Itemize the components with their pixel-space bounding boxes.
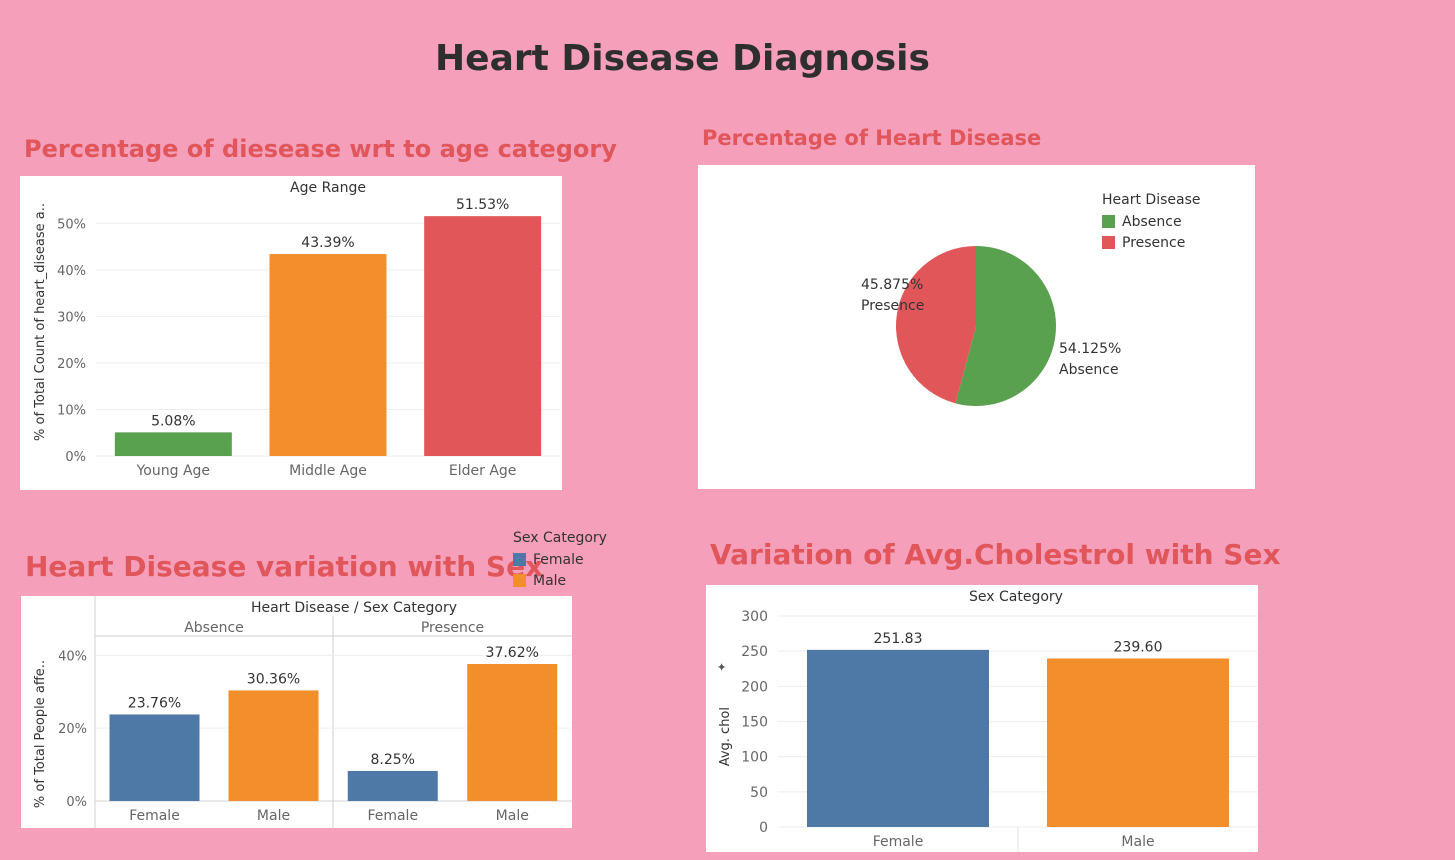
age-y-tick-label: 20%	[57, 357, 86, 372]
chol-x-tick-label: Female	[873, 834, 924, 850]
age-x-tick-label: Middle Age	[289, 463, 367, 479]
age-x-tick-label: Elder Age	[449, 463, 517, 479]
age-bar	[424, 216, 542, 456]
chol-y-tick-label: 250	[741, 644, 768, 660]
chol-bar	[807, 649, 989, 827]
age-section-title: Percentage of diesease wrt to age catego…	[24, 135, 617, 163]
sex-section-title: Heart Disease variation with Sex	[25, 550, 544, 583]
sex-chart-header: Heart Disease / Sex Category	[251, 600, 457, 616]
age-bar-chart: Age Range % of Total Count of heart_dise…	[33, 180, 560, 479]
age-chart-header: Age Range	[290, 180, 366, 196]
sex-bar-chart: Heart Disease / Sex Category % of Total …	[33, 596, 572, 828]
age-y-tick-label: 10%	[57, 403, 86, 418]
sex-x-tick-label: Male	[496, 808, 529, 824]
sex-x-tick-label: Female	[367, 808, 418, 824]
sex-group-header: Presence	[421, 620, 484, 636]
sex-bar	[228, 690, 319, 801]
sex-x-tick-label: Female	[129, 808, 180, 824]
sex-y-tick-label: 20%	[58, 722, 87, 737]
heart-disease-legend-title: Heart Disease	[1102, 192, 1201, 208]
dashboard-title: Heart Disease Diagnosis	[435, 38, 930, 79]
chol-chart-panel: Sex Category Avg. chol ✦ 0 50 100 150 200 250…	[706, 585, 1258, 852]
legend-item-male[interactable]: Male	[513, 570, 607, 591]
legend-label-female: Female	[533, 551, 584, 568]
legend-label-male: Male	[533, 572, 567, 589]
chol-y-tick-label: 0	[759, 820, 768, 836]
pin-icon[interactable]: ✦	[715, 662, 729, 672]
pie-percent-label: 54.125%	[1059, 341, 1121, 357]
age-data-label: 5.08%	[151, 413, 195, 429]
chol-y-tick-label: 100	[741, 750, 768, 766]
chol-data-label: 239.60	[1114, 639, 1163, 655]
sex-category-legend: Sex Category Female Male	[513, 530, 607, 591]
legend-swatch-male	[513, 574, 526, 587]
chol-section-title: Variation of Avg.Cholestrol with Sex	[710, 538, 1281, 571]
pie-percent-label: 45.875%	[861, 277, 923, 293]
age-x-tick-label: Young Age	[136, 463, 210, 479]
age-data-label: 51.53%	[456, 197, 509, 213]
sex-category-legend-title: Sex Category	[513, 530, 607, 546]
chol-bar-chart: Sex Category Avg. chol ✦ 0 50 100 150 200 250…	[715, 589, 1258, 852]
chol-bar	[1047, 658, 1229, 827]
sex-x-tick-label: Male	[257, 808, 290, 824]
sex-chart-panel: Heart Disease / Sex Category % of Total …	[21, 596, 572, 828]
chol-chart-header: Sex Category	[969, 589, 1063, 605]
age-data-label: 43.39%	[301, 235, 354, 251]
sex-bar	[347, 770, 438, 801]
pie-section-title: Percentage of Heart Disease	[702, 126, 1042, 150]
age-y-tick-label: 50%	[57, 217, 86, 232]
legend-swatch-female	[513, 553, 526, 566]
chol-y-tick-label: 300	[741, 609, 768, 625]
pie-slice	[896, 246, 976, 404]
sex-data-label: 8.25%	[371, 752, 415, 768]
pie-chart-panel: 54.125% Absence 45.875% Presence	[698, 165, 1255, 489]
sex-y-axis-label: % of Total People affe..	[33, 660, 48, 808]
legend-item-female[interactable]: Female	[513, 549, 607, 570]
legend-swatch-presence	[1102, 236, 1115, 249]
heart-disease-legend: Heart Disease Absence Presence	[1102, 192, 1200, 253]
sex-group-header: Absence	[184, 620, 244, 636]
chol-data-label: 251.83	[874, 631, 923, 647]
legend-label-presence: Presence	[1122, 234, 1186, 251]
legend-item-absence[interactable]: Absence	[1102, 211, 1200, 232]
age-bar	[269, 254, 387, 456]
age-chart-panel: Age Range % of Total Count of heart_dise…	[20, 176, 562, 490]
chol-y-tick-label: 150	[741, 715, 768, 731]
pie-name-label: Absence	[1059, 362, 1119, 378]
pie-slice	[955, 246, 1056, 406]
sex-data-label: 30.36%	[247, 671, 300, 687]
pie-chart: 54.125% Absence 45.875% Presence	[861, 246, 1121, 406]
sex-y-tick-label: 0%	[66, 795, 87, 810]
age-y-tick-label: 40%	[57, 264, 86, 279]
age-y-axis-label: % of Total Count of heart_disease a..	[33, 203, 48, 441]
sex-bar	[109, 714, 200, 801]
age-y-tick-label: 30%	[57, 310, 86, 325]
sex-y-tick-label: 40%	[58, 649, 87, 664]
sex-bar	[467, 664, 558, 801]
chol-y-axis-label: Avg. chol	[718, 707, 733, 766]
chol-y-tick-label: 200	[741, 679, 768, 695]
legend-label-absence: Absence	[1122, 213, 1182, 230]
age-y-tick-label: 0%	[65, 450, 86, 465]
legend-item-presence[interactable]: Presence	[1102, 232, 1200, 253]
chol-y-tick-label: 50	[750, 785, 768, 801]
age-bar	[114, 432, 232, 456]
legend-swatch-absence	[1102, 215, 1115, 228]
sex-data-label: 23.76%	[128, 695, 181, 711]
pie-name-label: Presence	[861, 298, 924, 314]
sex-data-label: 37.62%	[486, 645, 539, 661]
chol-x-tick-label: Male	[1121, 834, 1154, 850]
